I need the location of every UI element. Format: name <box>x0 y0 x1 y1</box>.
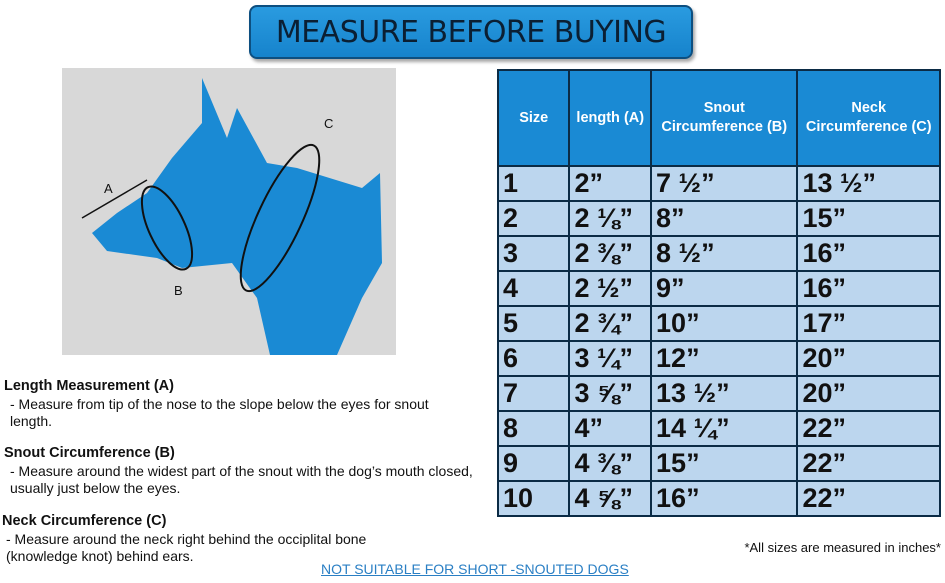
cell-neck: 15” <box>796 200 941 237</box>
cell-snout: 15” <box>650 445 799 482</box>
cell-snout: 8” <box>650 200 799 237</box>
cell-size: 9 <box>496 445 571 482</box>
cell-snout: 8 ½” <box>650 235 799 272</box>
cell-size: 7 <box>496 375 571 412</box>
cell-snout: 10” <box>650 305 799 342</box>
length-description: Length Measurement (A) - Measure from tip… <box>4 377 444 431</box>
cell-size: 2 <box>496 200 571 237</box>
table-row: 10 4 ⅝” 16” 22” <box>496 480 941 517</box>
neck-description: Neck Circumference (C) - Measure around t… <box>2 512 422 566</box>
title-banner: MEASURE BEFORE BUYING <box>249 5 693 59</box>
table-row: 1 2” 7 ½” 13 ½” <box>496 165 941 202</box>
dog-diagram: A B C <box>62 68 396 355</box>
length-heading: Length Measurement (A) <box>4 378 174 394</box>
label-c: C <box>324 116 333 131</box>
dog-silhouette <box>92 78 382 355</box>
units-note: *All sizes are measured in inches* <box>744 540 941 555</box>
table-header: Size length (A) Snout Circumference (B) … <box>496 69 941 167</box>
cell-snout: 13 ½” <box>650 375 799 412</box>
cell-size: 10 <box>496 480 571 517</box>
cell-length: 4 ⅝” <box>568 480 653 517</box>
warning-link[interactable]: NOT SUITABLE FOR SHORT -SNOUTED DOGS <box>321 561 629 577</box>
neck-heading: Neck Circumference (C) <box>2 513 167 529</box>
cell-neck: 13 ½” <box>796 165 941 202</box>
cell-size: 8 <box>496 410 571 447</box>
cell-neck: 20” <box>796 375 941 412</box>
cell-size: 1 <box>496 165 571 202</box>
cell-neck: 17” <box>796 305 941 342</box>
snout-text: - Measure around the widest part of the … <box>10 462 473 497</box>
cell-length: 2 ½” <box>568 270 653 307</box>
length-text: - Measure from tip of the nose to the sl… <box>10 395 429 430</box>
snout-description: Snout Circumference (B) - Measure around … <box>4 444 484 498</box>
cell-snout: 7 ½” <box>650 165 799 202</box>
cell-size: 5 <box>496 305 571 342</box>
cell-size: 6 <box>496 340 571 377</box>
cell-neck: 16” <box>796 235 941 272</box>
cell-neck: 22” <box>796 445 941 482</box>
cell-length: 2 ¾” <box>568 305 653 342</box>
cell-neck: 22” <box>796 410 941 447</box>
label-a: A <box>104 181 113 196</box>
cell-neck: 16” <box>796 270 941 307</box>
cell-snout: 16” <box>650 480 799 517</box>
cell-length: 2” <box>568 165 653 202</box>
cell-snout: 12” <box>650 340 799 377</box>
cell-snout: 9” <box>650 270 799 307</box>
cell-length: 3 ⅝” <box>568 375 653 412</box>
cell-neck: 20” <box>796 340 941 377</box>
cell-length: 4 ⅜” <box>568 445 653 482</box>
cell-length: 2 ⅛” <box>568 200 653 237</box>
cell-size: 4 <box>496 270 571 307</box>
cell-snout: 14 ¼” <box>650 410 799 447</box>
header-snout: Snout Circumference (B) <box>650 69 799 167</box>
snout-heading: Snout Circumference (B) <box>4 445 175 461</box>
table-row: 8 4” 14 ¼” 22” <box>496 410 941 447</box>
cell-length: 3 ¼” <box>568 340 653 377</box>
size-table: Size length (A) Snout Circumference (B) … <box>496 69 941 517</box>
label-b: B <box>174 283 183 298</box>
header-neck: Neck Circumference (C) <box>796 69 941 167</box>
cell-size: 3 <box>496 235 571 272</box>
header-size: Size <box>496 69 571 167</box>
header-length: length (A) <box>568 69 653 167</box>
neck-text: - Measure around the neck right behind t… <box>6 530 367 565</box>
cell-neck: 22” <box>796 480 941 517</box>
cell-length: 2 ⅜” <box>568 235 653 272</box>
cell-length: 4” <box>568 410 653 447</box>
